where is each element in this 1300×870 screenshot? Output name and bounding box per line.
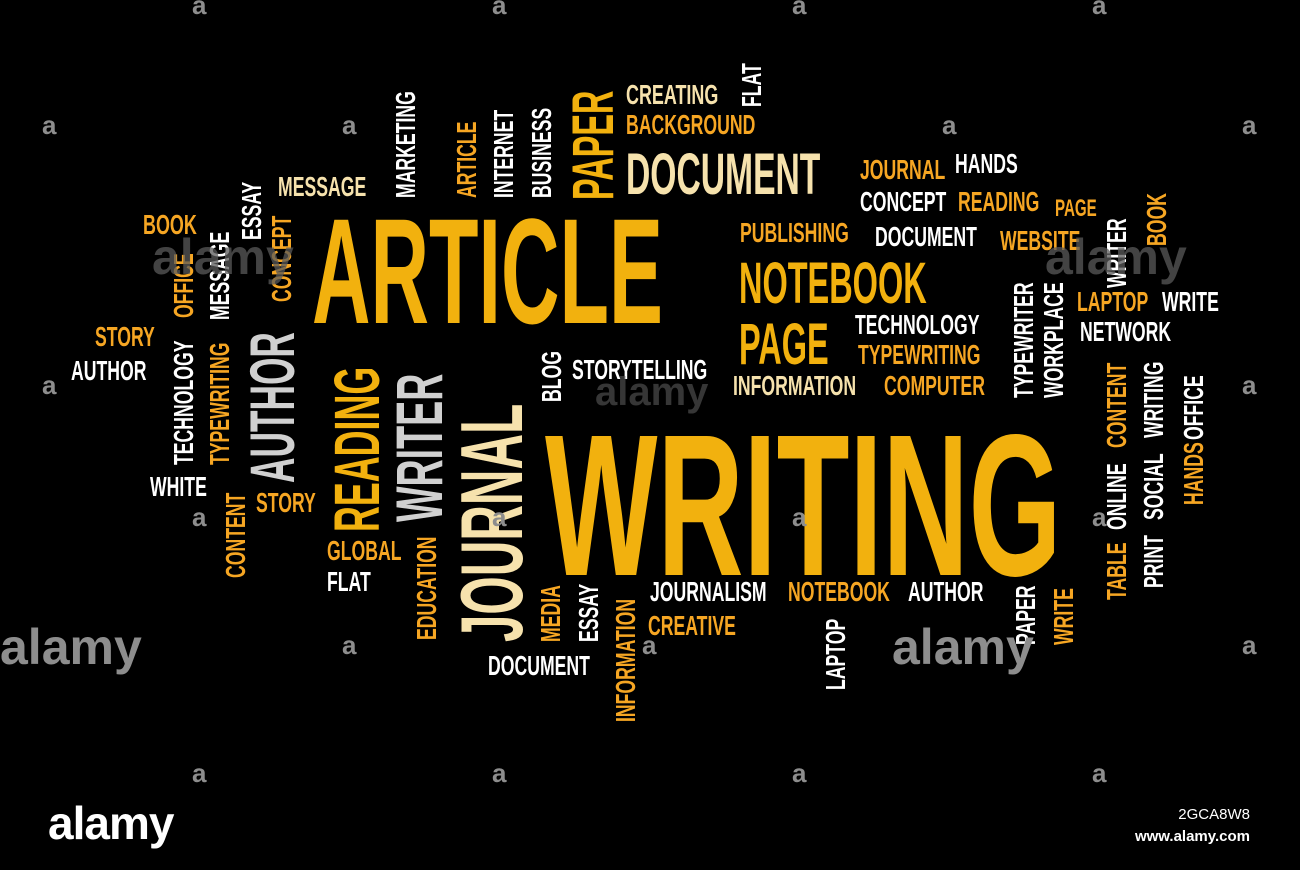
word-information-bottom: INFORMATION (610, 598, 641, 722)
word-network: NETWORK (1080, 316, 1172, 347)
word-creating: CREATING (626, 79, 719, 110)
watermark-mark: a (192, 0, 207, 20)
word-global: GLOBAL (327, 535, 402, 566)
alamy-logo: alamy (48, 797, 174, 849)
word-white: WHITE (150, 471, 207, 502)
word-page-main: PAGE (739, 312, 829, 377)
site-url: www.alamy.com (1134, 828, 1250, 845)
word-education: EDUCATION (411, 536, 442, 640)
word-document-main: DOCUMENT (626, 142, 821, 207)
word-hands-right: HANDS (1178, 442, 1209, 505)
word-document-bottom: DOCUMENT (488, 650, 590, 681)
word-laptop-bottom: LAPTOP (820, 618, 851, 690)
word-flat-top: FLAT (736, 63, 767, 107)
watermark-mark: a (42, 110, 57, 140)
watermark-text: alamy (152, 229, 294, 285)
word-notebook-small: NOTEBOOK (788, 576, 890, 607)
watermark-mark: a (1242, 370, 1257, 400)
word-blog: BLOG (536, 351, 567, 402)
word-journal-small: JOURNAL (860, 154, 946, 185)
watermark-mark: a (1092, 0, 1107, 20)
word-concept-right: CONCEPT (860, 186, 947, 217)
word-message-top: MESSAGE (278, 171, 367, 202)
word-flat-bottom: FLAT (327, 566, 371, 597)
word-office-right: OFFICE (1178, 375, 1209, 440)
word-hands-top: HANDS (955, 148, 1018, 179)
word-content-right: CONTENT (1101, 362, 1132, 448)
word-website: WEBSITE (1000, 225, 1081, 256)
word-workplace: WORKPLACE (1038, 282, 1069, 398)
word-writing-right: WRITING (1138, 361, 1169, 438)
word-reading-main: READING (321, 366, 393, 532)
word-online: ONLINE (1101, 463, 1132, 530)
word-computer: COMPUTER (884, 370, 985, 401)
word-article-main: ARTICLE (312, 187, 663, 355)
word-journalism: JOURNALISM (650, 576, 767, 607)
watermark-mark: a (492, 0, 507, 20)
word-author-bottom: AUTHOR (908, 576, 984, 607)
word-writing-main: WRITING (545, 392, 1062, 618)
watermark-mark: a (192, 502, 207, 532)
watermark-text: alamy (1045, 229, 1187, 285)
watermark-mark: a (492, 502, 507, 532)
watermark-mark: a (942, 110, 957, 140)
word-publishing: PUBLISHING (740, 217, 849, 248)
word-background: BACKGROUND (626, 109, 756, 140)
watermark-mark: a (792, 0, 807, 20)
word-write-right: WRITE (1162, 286, 1219, 317)
word-typewriting-left: TYPEWRITING (204, 342, 235, 465)
word-social: SOCIAL (1138, 453, 1169, 520)
word-information-mid: INFORMATION (733, 370, 857, 401)
watermark-mark: a (192, 758, 207, 788)
watermark-mark: a (42, 370, 57, 400)
watermark-mark: a (1242, 630, 1257, 660)
watermark-mark: a (1092, 758, 1107, 788)
word-paper-main: PAPER (561, 90, 626, 200)
word-technology-mid: TECHNOLOGY (855, 309, 980, 340)
word-article-small: ARTICLE (451, 121, 482, 198)
word-typewriter: TYPEWRITER (1008, 282, 1039, 398)
word-author-left: AUTHOR (71, 355, 147, 386)
word-print: PRINT (1138, 535, 1169, 588)
word-marketing: MARKETING (390, 91, 421, 198)
word-write-bottom: WRITE (1048, 588, 1079, 645)
word-reading-small: READING (958, 186, 1040, 217)
watermark-text: alamy (892, 619, 1034, 675)
watermark-mark: a (792, 758, 807, 788)
watermark-mark: a (1092, 502, 1107, 532)
word-document-small: DOCUMENT (875, 221, 977, 252)
word-storytelling: STORYTELLING (572, 354, 708, 385)
watermark-mark: a (342, 630, 357, 660)
word-story-mid: STORY (256, 487, 316, 518)
word-essay-bottom: ESSAY (573, 583, 604, 642)
word-typewriting-mid: TYPEWRITING (858, 339, 981, 370)
word-writer-main: WRITER (382, 373, 456, 522)
word-media: MEDIA (535, 585, 566, 642)
watermark-mark: a (1242, 110, 1257, 140)
word-creative: CREATIVE (648, 610, 736, 641)
word-business: BUSINESS (526, 107, 557, 198)
watermark-mark: a (792, 502, 807, 532)
watermark-mark: a (492, 758, 507, 788)
word-notebook-main: NOTEBOOK (739, 251, 927, 316)
watermark-mark: a (642, 630, 657, 660)
word-internet: INTERNET (488, 109, 519, 198)
word-table: TABLE (1101, 542, 1132, 600)
watermark-mark: a (342, 110, 357, 140)
word-book-left: BOOK (143, 209, 197, 240)
watermark-text: alamy (595, 370, 709, 414)
word-story-left: STORY (95, 321, 155, 352)
word-content-left: CONTENT (220, 492, 251, 578)
word-laptop-right: LAPTOP (1077, 286, 1149, 317)
word-page-small: PAGE (1055, 195, 1097, 222)
word-author-main: AUTHOR (238, 332, 308, 483)
image-id: 2GCA8W8 (1178, 806, 1250, 823)
word-technology-left: TECHNOLOGY (168, 340, 199, 465)
watermark-text: alamy (0, 619, 142, 675)
